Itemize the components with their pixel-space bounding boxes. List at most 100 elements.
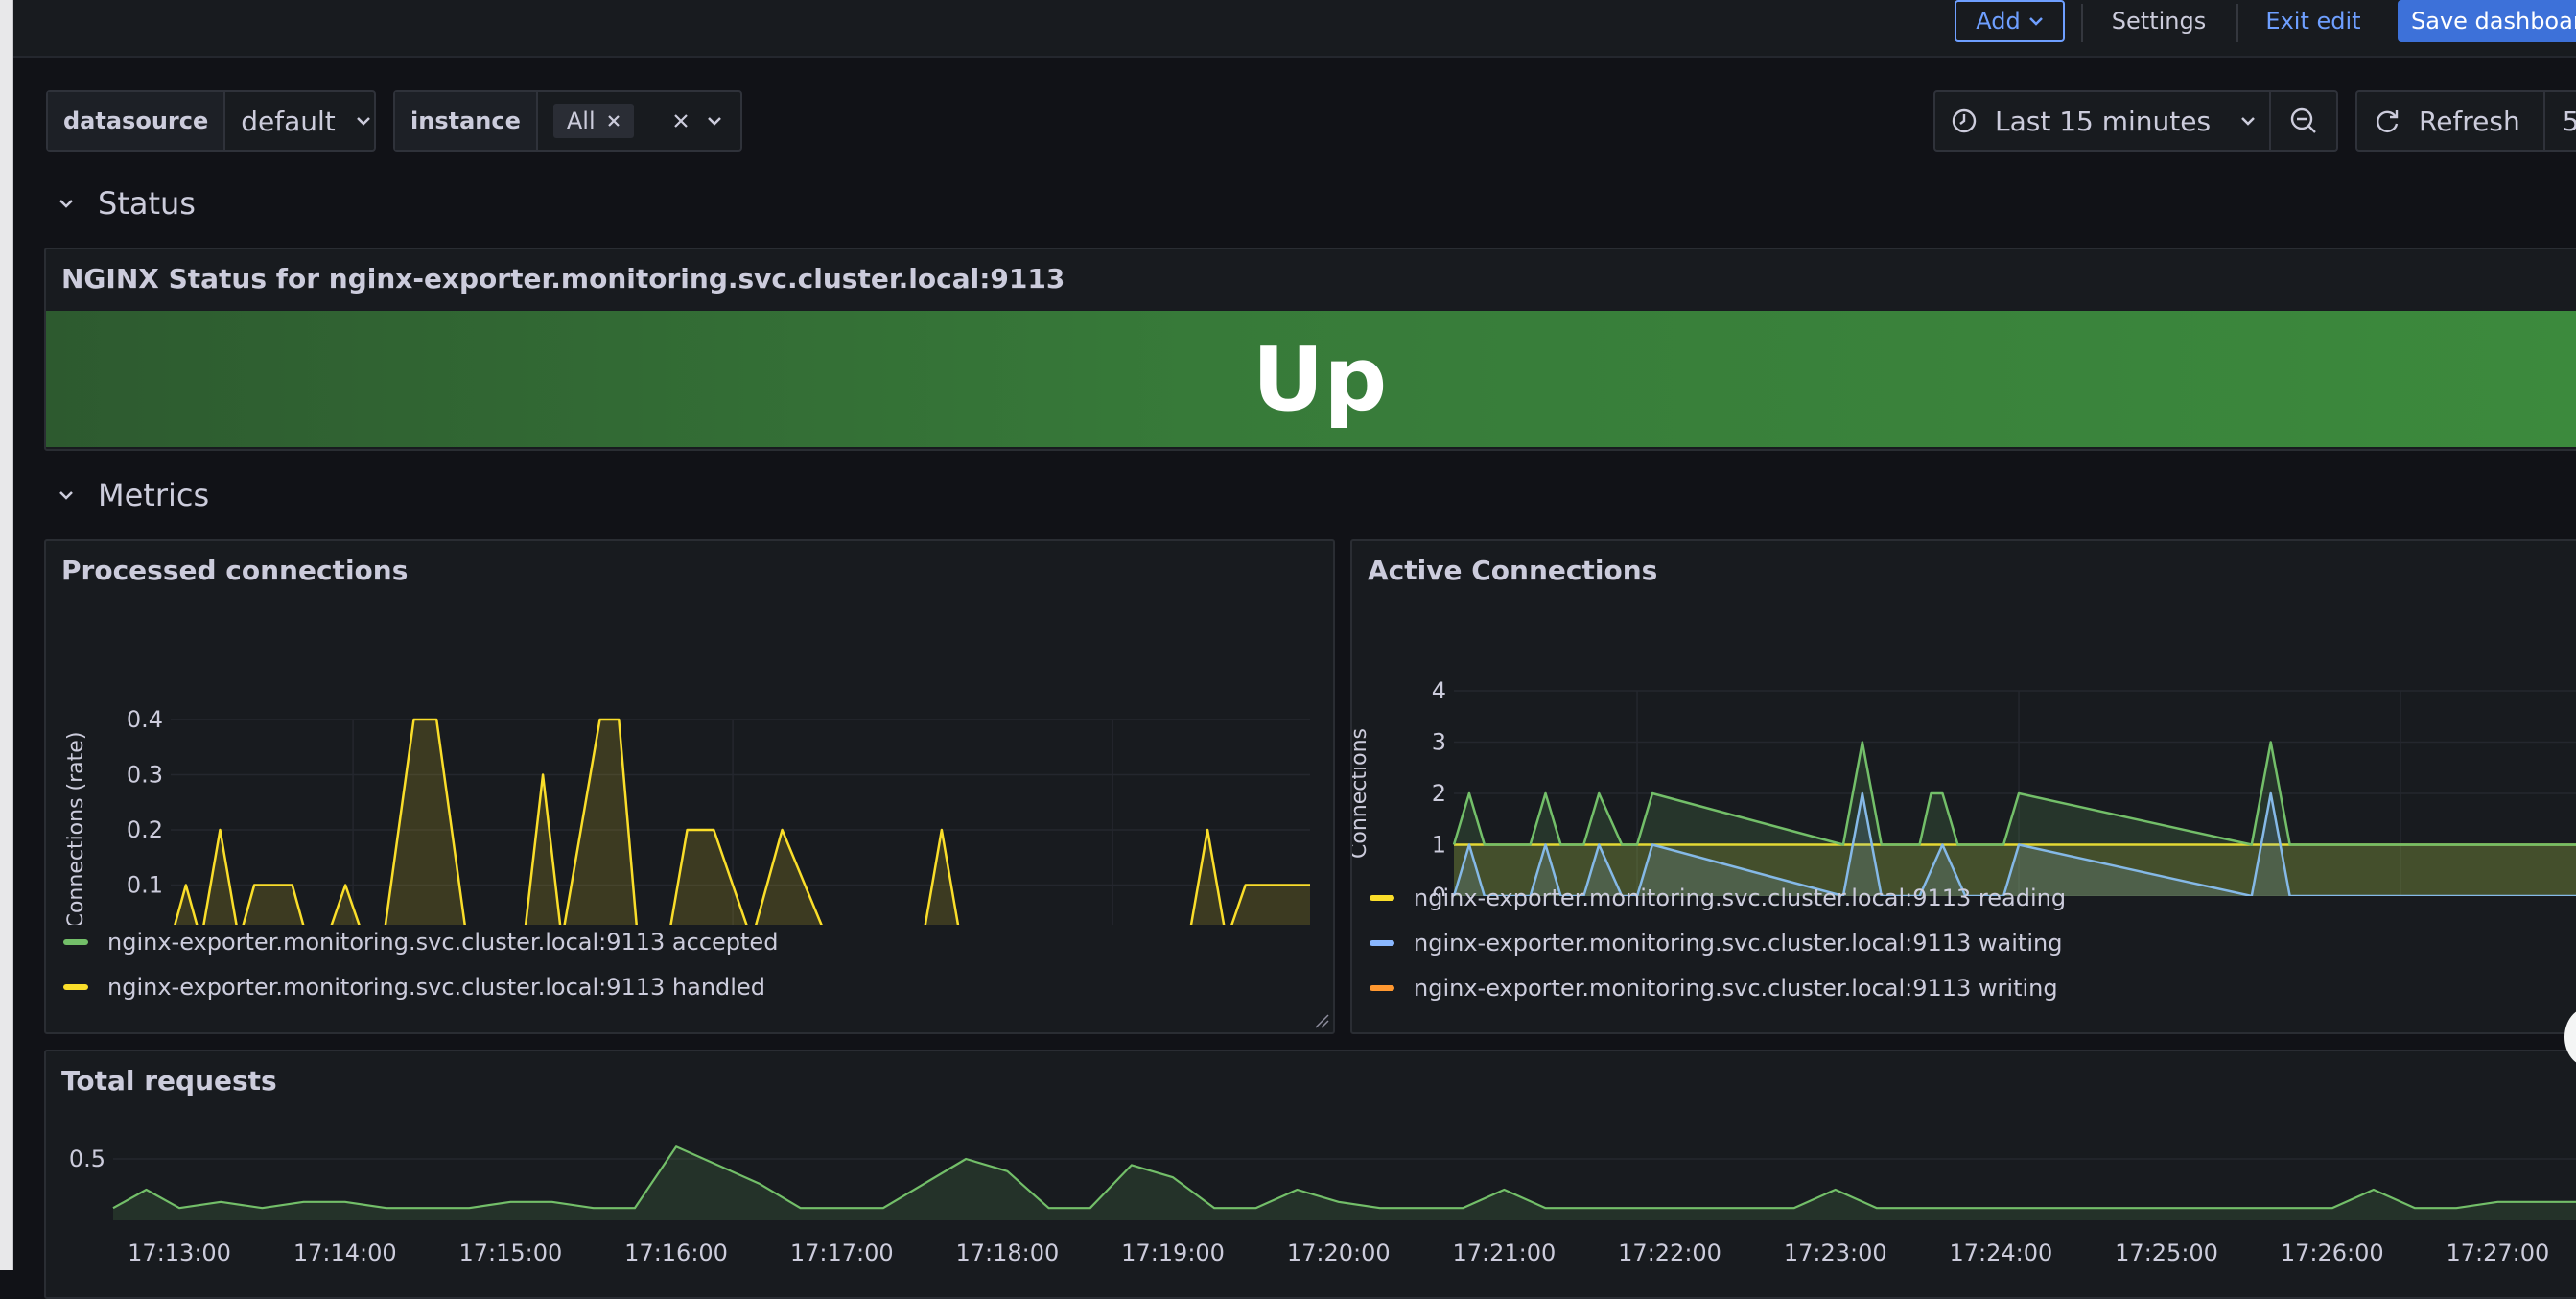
time-range-picker[interactable]: Last 15 minutes xyxy=(1933,90,2338,152)
panel-title: Processed connections xyxy=(61,555,409,586)
panel-title: Total requests xyxy=(61,1065,277,1097)
x-tick-label: 17:17:00 xyxy=(790,1240,894,1266)
legend-swatch xyxy=(1370,940,1394,946)
series-area xyxy=(175,720,1310,925)
status-stat-value: Up xyxy=(46,311,2576,447)
chevron-down-icon xyxy=(2241,117,2255,126)
settings-button[interactable]: Settings xyxy=(2111,8,2207,35)
x-tick-label: 17:25:00 xyxy=(2115,1240,2218,1266)
series-area xyxy=(113,1146,2576,1220)
floating-action-button[interactable] xyxy=(2564,1007,2576,1067)
zoom-out-icon xyxy=(2290,107,2316,133)
y-tick-label: 3 xyxy=(1432,729,1446,756)
toolbar-divider xyxy=(2236,4,2238,42)
active-connections-chart[interactable]: 0123417:1517:2017:25Connections xyxy=(1352,599,2576,896)
x-tick-label: 17:19:00 xyxy=(1121,1240,1225,1266)
instance-chip-label: All xyxy=(566,107,596,134)
legend-label: nginx-exporter.monitoring.svc.cluster.lo… xyxy=(107,929,779,956)
total-requests-chart[interactable]: 0.5 17:13:00 17:14:00 17:15:00 17:16:00 17:17… xyxy=(46,1109,2576,1282)
series-line xyxy=(1452,791,2576,896)
processed-connections-panel[interactable]: Processed connections 0.00.10.20.30.417:… xyxy=(44,539,1335,1034)
legend-label: nginx-exporter.monitoring.svc.cluster.lo… xyxy=(1414,885,2067,911)
x-tick-label: 17:16:00 xyxy=(624,1240,728,1266)
instance-variable[interactable]: instance All xyxy=(393,90,742,152)
legend-item-handled[interactable]: nginx-exporter.monitoring.svc.cluster.lo… xyxy=(63,974,765,1001)
y-tick-label: 0 xyxy=(1432,883,1446,896)
refresh-interval-label[interactable]: 5s xyxy=(2562,105,2576,137)
x-tick-label: 17:26:00 xyxy=(2281,1240,2384,1266)
y-axis-label: Connections xyxy=(1352,728,1371,859)
legend-item-accepted[interactable]: nginx-exporter.monitoring.svc.cluster.lo… xyxy=(63,929,778,956)
chevron-down-icon[interactable] xyxy=(355,115,372,127)
total-requests-panel[interactable]: Total requests 0.5 17:13:00 17:14:00 17:15:… xyxy=(44,1050,2576,1299)
clear-icon[interactable] xyxy=(673,113,689,129)
exit-edit-button[interactable]: Exit edit xyxy=(2265,8,2361,35)
chip-remove-icon[interactable] xyxy=(607,114,621,128)
instance-variable-label: instance xyxy=(395,92,538,150)
x-tick-label: 17:23:00 xyxy=(1784,1240,1887,1266)
series-line xyxy=(174,718,1310,925)
y-tick-label: 0.3 xyxy=(127,762,163,789)
legend-swatch xyxy=(63,939,88,945)
legend-item-writing[interactable]: nginx-exporter.monitoring.svc.cluster.lo… xyxy=(1370,975,2058,1002)
x-tick-label: 17:15:00 xyxy=(459,1240,563,1266)
resize-handle-icon[interactable] xyxy=(1312,1011,1329,1028)
legend-swatch xyxy=(63,984,88,990)
dashboard-toolbar xyxy=(13,0,2576,58)
refresh-label: Refresh xyxy=(2419,105,2520,137)
time-range-label: Last 15 minutes xyxy=(1995,105,2212,137)
refresh-icon xyxy=(2377,110,2399,132)
panel-title: Active Connections xyxy=(1368,555,1658,586)
panel-title: NGINX Status for nginx-exporter.monitori… xyxy=(61,263,1066,295)
legend-item-waiting[interactable]: nginx-exporter.monitoring.svc.cluster.lo… xyxy=(1370,930,2062,957)
y-tick-label: 0.2 xyxy=(127,816,163,843)
series-area xyxy=(1454,844,2576,896)
datasource-variable[interactable]: datasource default xyxy=(46,90,376,152)
stat-value-text: Up xyxy=(1252,327,1388,431)
y-tick-label: 0.5 xyxy=(69,1145,105,1172)
chevron-down-icon[interactable] xyxy=(706,115,723,127)
row-header-status[interactable]: Status xyxy=(58,180,196,226)
y-tick-label: 4 xyxy=(1432,677,1446,704)
x-tick-label: 17:20:00 xyxy=(1287,1240,1391,1266)
status-panel[interactable]: NGINX Status for nginx-exporter.monitori… xyxy=(44,248,2576,451)
active-connections-panel[interactable]: Active Connections 0123417:1517:2017:25C… xyxy=(1350,539,2576,1034)
window-edge xyxy=(0,0,13,1270)
legend-label: nginx-exporter.monitoring.svc.cluster.lo… xyxy=(107,974,765,1001)
refresh-divider xyxy=(2542,91,2545,151)
chevron-down-icon xyxy=(59,491,73,500)
x-tick-label: 17:27:00 xyxy=(2447,1240,2550,1266)
series-area xyxy=(1454,793,2576,896)
legend-label: nginx-exporter.monitoring.svc.cluster.lo… xyxy=(1414,975,2058,1002)
series-line xyxy=(1452,741,2576,846)
x-tick-label: 17:22:00 xyxy=(1618,1240,1721,1266)
y-tick-label: 1 xyxy=(1432,832,1446,859)
zoom-out-button[interactable] xyxy=(2271,92,2336,150)
x-tick-label: 17:18:00 xyxy=(956,1240,1060,1266)
x-tick-label: 17:14:00 xyxy=(293,1240,397,1266)
row-header-metrics[interactable]: Metrics xyxy=(58,472,209,518)
add-button[interactable]: Add xyxy=(1955,0,2065,42)
instance-chip[interactable]: All xyxy=(552,104,634,138)
y-axis-label: Connections (rate) xyxy=(64,732,88,925)
toolbar-divider xyxy=(2081,4,2083,42)
add-label: Add xyxy=(1976,8,2021,35)
legend-item-reading[interactable]: nginx-exporter.monitoring.svc.cluster.lo… xyxy=(1370,885,2066,911)
row-title: Metrics xyxy=(98,477,210,513)
legend-label: nginx-exporter.monitoring.svc.cluster.lo… xyxy=(1414,930,2063,957)
clock-icon xyxy=(1952,108,1977,133)
y-tick-label: 0.4 xyxy=(127,706,163,733)
series-line xyxy=(112,1145,2576,1210)
series-area xyxy=(1454,742,2576,896)
datasource-select-value[interactable]: default xyxy=(241,105,336,137)
datasource-variable-label: datasource xyxy=(48,92,226,150)
legend-swatch xyxy=(1370,985,1394,991)
x-tick-label: 17:21:00 xyxy=(1453,1240,1557,1266)
chevron-down-icon xyxy=(2028,17,2043,26)
processed-connections-chart[interactable]: 0.00.10.20.30.417:1517:2017:25Connection… xyxy=(46,608,1337,925)
legend-swatch xyxy=(1370,895,1394,901)
refresh-button[interactable]: Refresh 5s xyxy=(2355,90,2576,152)
x-tick-label: 17:13:00 xyxy=(128,1240,231,1266)
y-tick-label: 0.1 xyxy=(127,872,163,899)
save-dashboard-button[interactable]: Save dashboard xyxy=(2398,0,2576,42)
